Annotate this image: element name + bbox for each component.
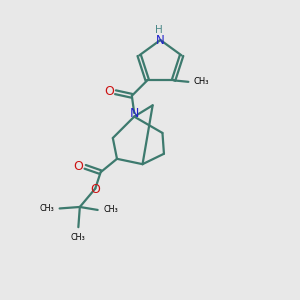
Text: O: O [104, 85, 114, 98]
Text: O: O [74, 160, 84, 173]
Text: H: H [155, 25, 163, 34]
Text: CH₃: CH₃ [40, 204, 54, 213]
Text: CH₃: CH₃ [71, 232, 86, 242]
Text: CH₃: CH₃ [103, 206, 118, 214]
Text: O: O [90, 183, 100, 196]
Text: CH₃: CH₃ [194, 77, 209, 86]
Text: N: N [130, 106, 139, 119]
Text: N: N [156, 34, 165, 46]
